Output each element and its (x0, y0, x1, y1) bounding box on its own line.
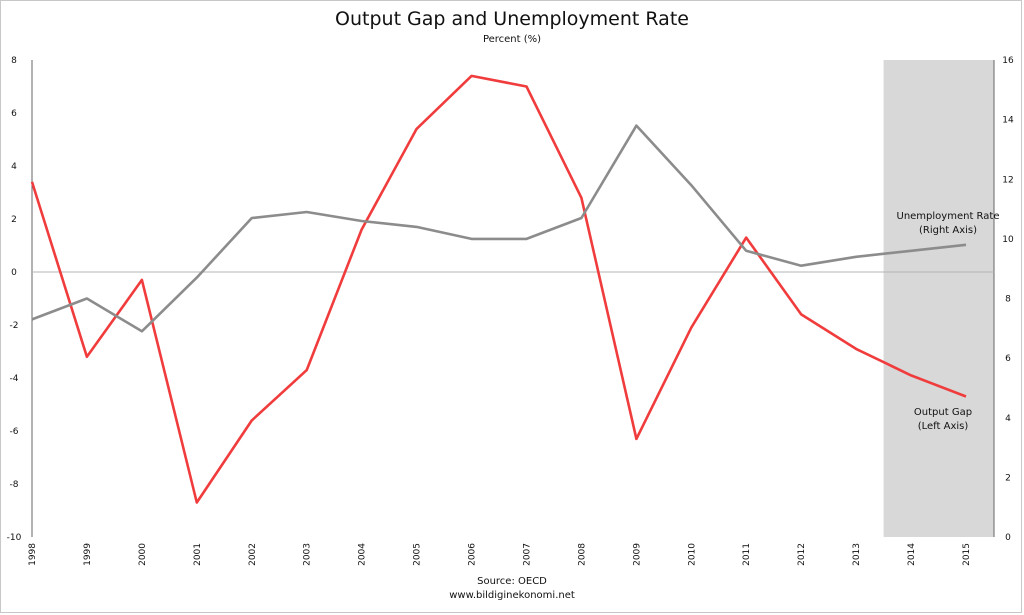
x-tick-label: 2013 (852, 543, 862, 566)
left-axis-ticks: 8 6 4 2 0 -2 -4 -6 -8 -10 (7, 56, 22, 543)
unemployment-annotation-line2: (Right Axis) (919, 225, 977, 236)
chart-title: Output Gap and Unemployment Rate (335, 8, 689, 30)
x-tick-label: 2009 (632, 543, 642, 566)
right-tick-label: 8 (1005, 295, 1011, 305)
x-tick-label: 2008 (577, 543, 587, 566)
right-tick-label: 10 (1002, 235, 1014, 245)
right-axis-ticks: 16 14 12 10 8 6 4 2 0 (1002, 56, 1014, 543)
left-tick-label: -8 (10, 480, 19, 490)
unemployment-rate-series-line (31, 124, 967, 333)
left-tick-label: 4 (11, 162, 17, 172)
right-tick-label: 2 (1005, 473, 1011, 483)
x-tick-label: 2003 (303, 543, 313, 566)
left-tick-label: -6 (10, 427, 19, 437)
left-tick-label: 2 (11, 215, 17, 225)
source-note: Source: OECD (477, 576, 547, 587)
x-tick-label: 2010 (687, 543, 697, 566)
unemployment-annotation-line1: Unemployment Rate (897, 211, 1000, 222)
right-tick-label: 14 (1002, 116, 1014, 126)
website-note: www.bildiginekonomi.net (449, 590, 575, 601)
x-tick-label: 2005 (413, 543, 423, 566)
left-tick-label: -4 (10, 374, 19, 384)
series-lines (30, 74, 967, 504)
x-tick-label: 2002 (248, 543, 258, 566)
left-tick-label: -10 (7, 533, 22, 543)
right-tick-label: 12 (1002, 175, 1013, 185)
x-tick-label: 2004 (358, 543, 368, 566)
x-tick-label: 2014 (907, 543, 917, 566)
right-tick-label: 6 (1005, 354, 1011, 364)
x-tick-label: 1999 (83, 543, 93, 566)
output-gap-annotation-line1: Output Gap (914, 407, 972, 418)
left-tick-label: 6 (11, 109, 17, 119)
right-tick-label: 4 (1005, 414, 1011, 424)
right-tick-label: 0 (1005, 533, 1011, 543)
x-tick-label: 2000 (138, 543, 148, 566)
right-tick-label: 16 (1002, 56, 1014, 66)
left-tick-label: 0 (11, 268, 17, 278)
output-gap-annotation-line2: (Left Axis) (918, 421, 969, 432)
x-tick-label: 1998 (28, 543, 38, 566)
x-tick-label: 2001 (193, 543, 203, 566)
x-tick-label: 2012 (797, 543, 807, 566)
x-tick-label: 2015 (962, 543, 972, 566)
left-tick-label: -2 (10, 321, 19, 331)
output-gap-series-line (30, 74, 967, 504)
x-axis-ticks: 1998 1999 2000 2001 2002 2003 2004 2005 2006 2007… (28, 543, 972, 566)
chart-subtitle: Percent (%) (482, 34, 542, 45)
left-tick-label: 8 (11, 56, 17, 66)
x-tick-label: 2011 (742, 543, 752, 566)
forecast-shaded-region (883, 60, 994, 537)
x-tick-label: 2007 (522, 543, 532, 566)
x-tick-label: 2006 (468, 543, 478, 566)
